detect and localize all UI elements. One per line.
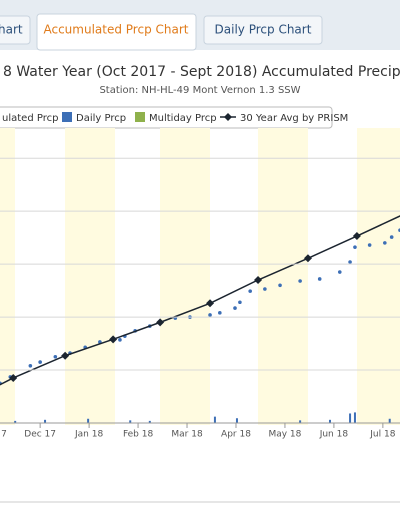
daily-bar [388,418,391,423]
bands [0,128,400,425]
daily-bar [213,416,216,423]
accum-point [118,338,122,342]
accum-point [248,289,252,293]
avg-line [0,215,400,386]
daily-bar [14,420,17,423]
accum-point [238,300,242,305]
x-tick-label: Apr 18 [221,430,251,440]
x-tick-label: May 18 [268,430,301,440]
daily-bar [353,412,356,423]
avg-marker [303,254,312,263]
accum-point [28,364,33,368]
x-tick-label: 7 [1,430,7,440]
accum-point [233,306,237,310]
avg-marker [9,373,18,382]
daily-bar [235,418,238,423]
tab-label[interactable]: Accumulated Prcp Chart [43,23,188,37]
accum-point [367,243,372,247]
accum-point [218,311,222,315]
daily-bar [299,420,302,423]
legend-label: Daily Prcp [76,113,126,124]
accum-point [53,354,58,359]
accum-point [278,283,282,288]
accum-point [348,260,352,264]
daily-bar [328,419,331,423]
legend-symbol [224,113,232,121]
daily-bar [87,418,90,423]
plot [0,215,400,423]
accum-point [389,235,394,239]
accum-point [38,360,42,364]
avg-marker [109,335,118,344]
daily-bar [349,413,352,423]
legend-symbol [135,112,145,122]
x-tick-label: Jan 18 [74,430,103,440]
accum-point [208,313,212,317]
accum-point [337,270,342,274]
tab[interactable] [203,15,323,45]
avg-marker [206,299,215,308]
accum-point [383,241,387,245]
accum-point [298,279,302,283]
tab-label[interactable]: Daily Prcp Chart [215,23,312,37]
daily-bar [129,420,132,423]
tab-label[interactable]: hart [0,23,23,37]
daily-bar [44,419,47,423]
avg-marker [254,276,263,285]
tab[interactable] [0,15,31,45]
x-tick-label: Jun 18 [319,430,349,440]
avg-marker [352,232,361,241]
accum-point [353,245,357,249]
x-tick-label: Mar 18 [171,430,203,440]
legend-label: ulated Prcp [2,113,58,124]
x-tick-label: Dec 17 [24,430,56,440]
legend-label: 30 Year Avg by PRISM [240,113,348,124]
legend-symbol [62,112,72,122]
x-tick-label: Feb 18 [123,430,154,440]
avg-marker [156,318,165,327]
chart-subtitle: Station: NH-HL-49 Mont Vernon 1.3 SSW [99,85,300,96]
tab-active[interactable] [36,13,197,51]
legend-label: Multiday Prcp [149,113,217,124]
x-tick-label: Jul 18 [369,430,395,440]
chart-title: 8 Water Year (Oct 2017 - Sept 2018) Accu… [3,64,400,80]
accum-point [317,277,322,281]
daily-bar [148,420,151,423]
accum-point [263,287,267,291]
avg-marker [61,351,70,360]
